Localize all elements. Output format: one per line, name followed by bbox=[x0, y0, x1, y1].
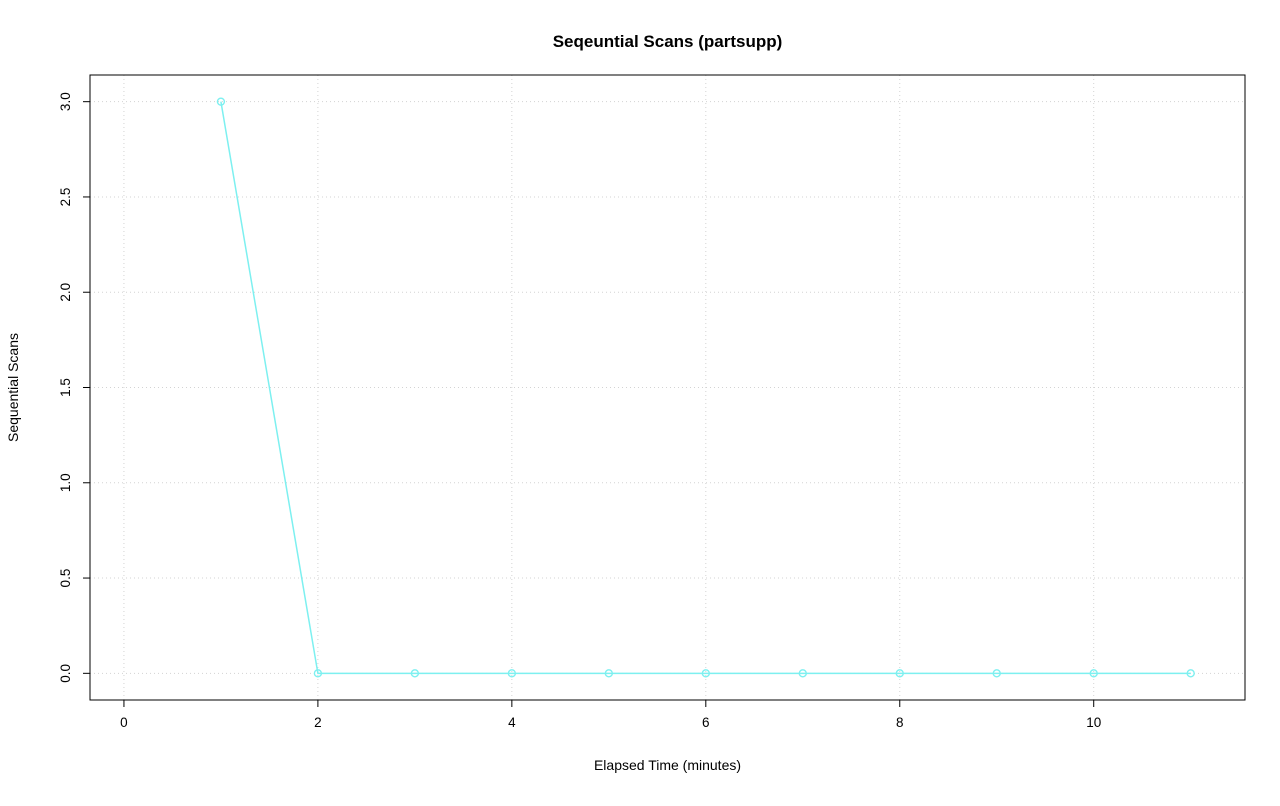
data-point-marker bbox=[798, 669, 807, 678]
x-tick-label: 10 bbox=[1086, 715, 1101, 730]
data-point-marker bbox=[992, 669, 1001, 678]
x-tick-label: 6 bbox=[702, 715, 710, 730]
data-point-marker bbox=[313, 669, 323, 678]
y-tick-label: 2.0 bbox=[58, 283, 73, 302]
series-layer bbox=[216, 97, 1195, 678]
chart-title: Seqeuntial Scans (partsupp) bbox=[553, 32, 783, 51]
x-tick-label: 2 bbox=[314, 715, 322, 730]
y-tick-label: 1.0 bbox=[58, 473, 73, 492]
y-tick-label: 2.5 bbox=[58, 188, 73, 207]
data-point-marker bbox=[1089, 669, 1098, 678]
axes-layer: 0 2 4 6 8 10 0.0 0.5 1.0 1.5 2.0 2.5 3.0 bbox=[58, 74, 1246, 730]
y-tick-label: 3.0 bbox=[58, 92, 73, 111]
x-axis-label: Elapsed Time (minutes) bbox=[594, 757, 741, 773]
y-tick-label: 0.5 bbox=[58, 569, 73, 588]
data-point-marker bbox=[895, 669, 904, 678]
y-tick-label: 0.0 bbox=[58, 664, 73, 683]
y-axis-label: Sequential Scans bbox=[5, 333, 21, 442]
data-point-marker bbox=[410, 669, 420, 678]
data-point-marker bbox=[216, 97, 226, 106]
x-tick-label: 8 bbox=[896, 715, 904, 730]
data-point-marker bbox=[507, 669, 517, 678]
data-point-marker bbox=[701, 669, 711, 678]
gridlines-layer bbox=[90, 75, 1245, 700]
data-point-marker bbox=[1186, 669, 1195, 678]
x-tick-label: 4 bbox=[508, 715, 516, 730]
y-tick-label: 1.5 bbox=[58, 378, 73, 397]
plot-box bbox=[89, 74, 1246, 701]
x-tick-label: 0 bbox=[120, 715, 128, 730]
data-point-marker bbox=[604, 669, 614, 678]
series-line bbox=[220, 101, 1191, 675]
